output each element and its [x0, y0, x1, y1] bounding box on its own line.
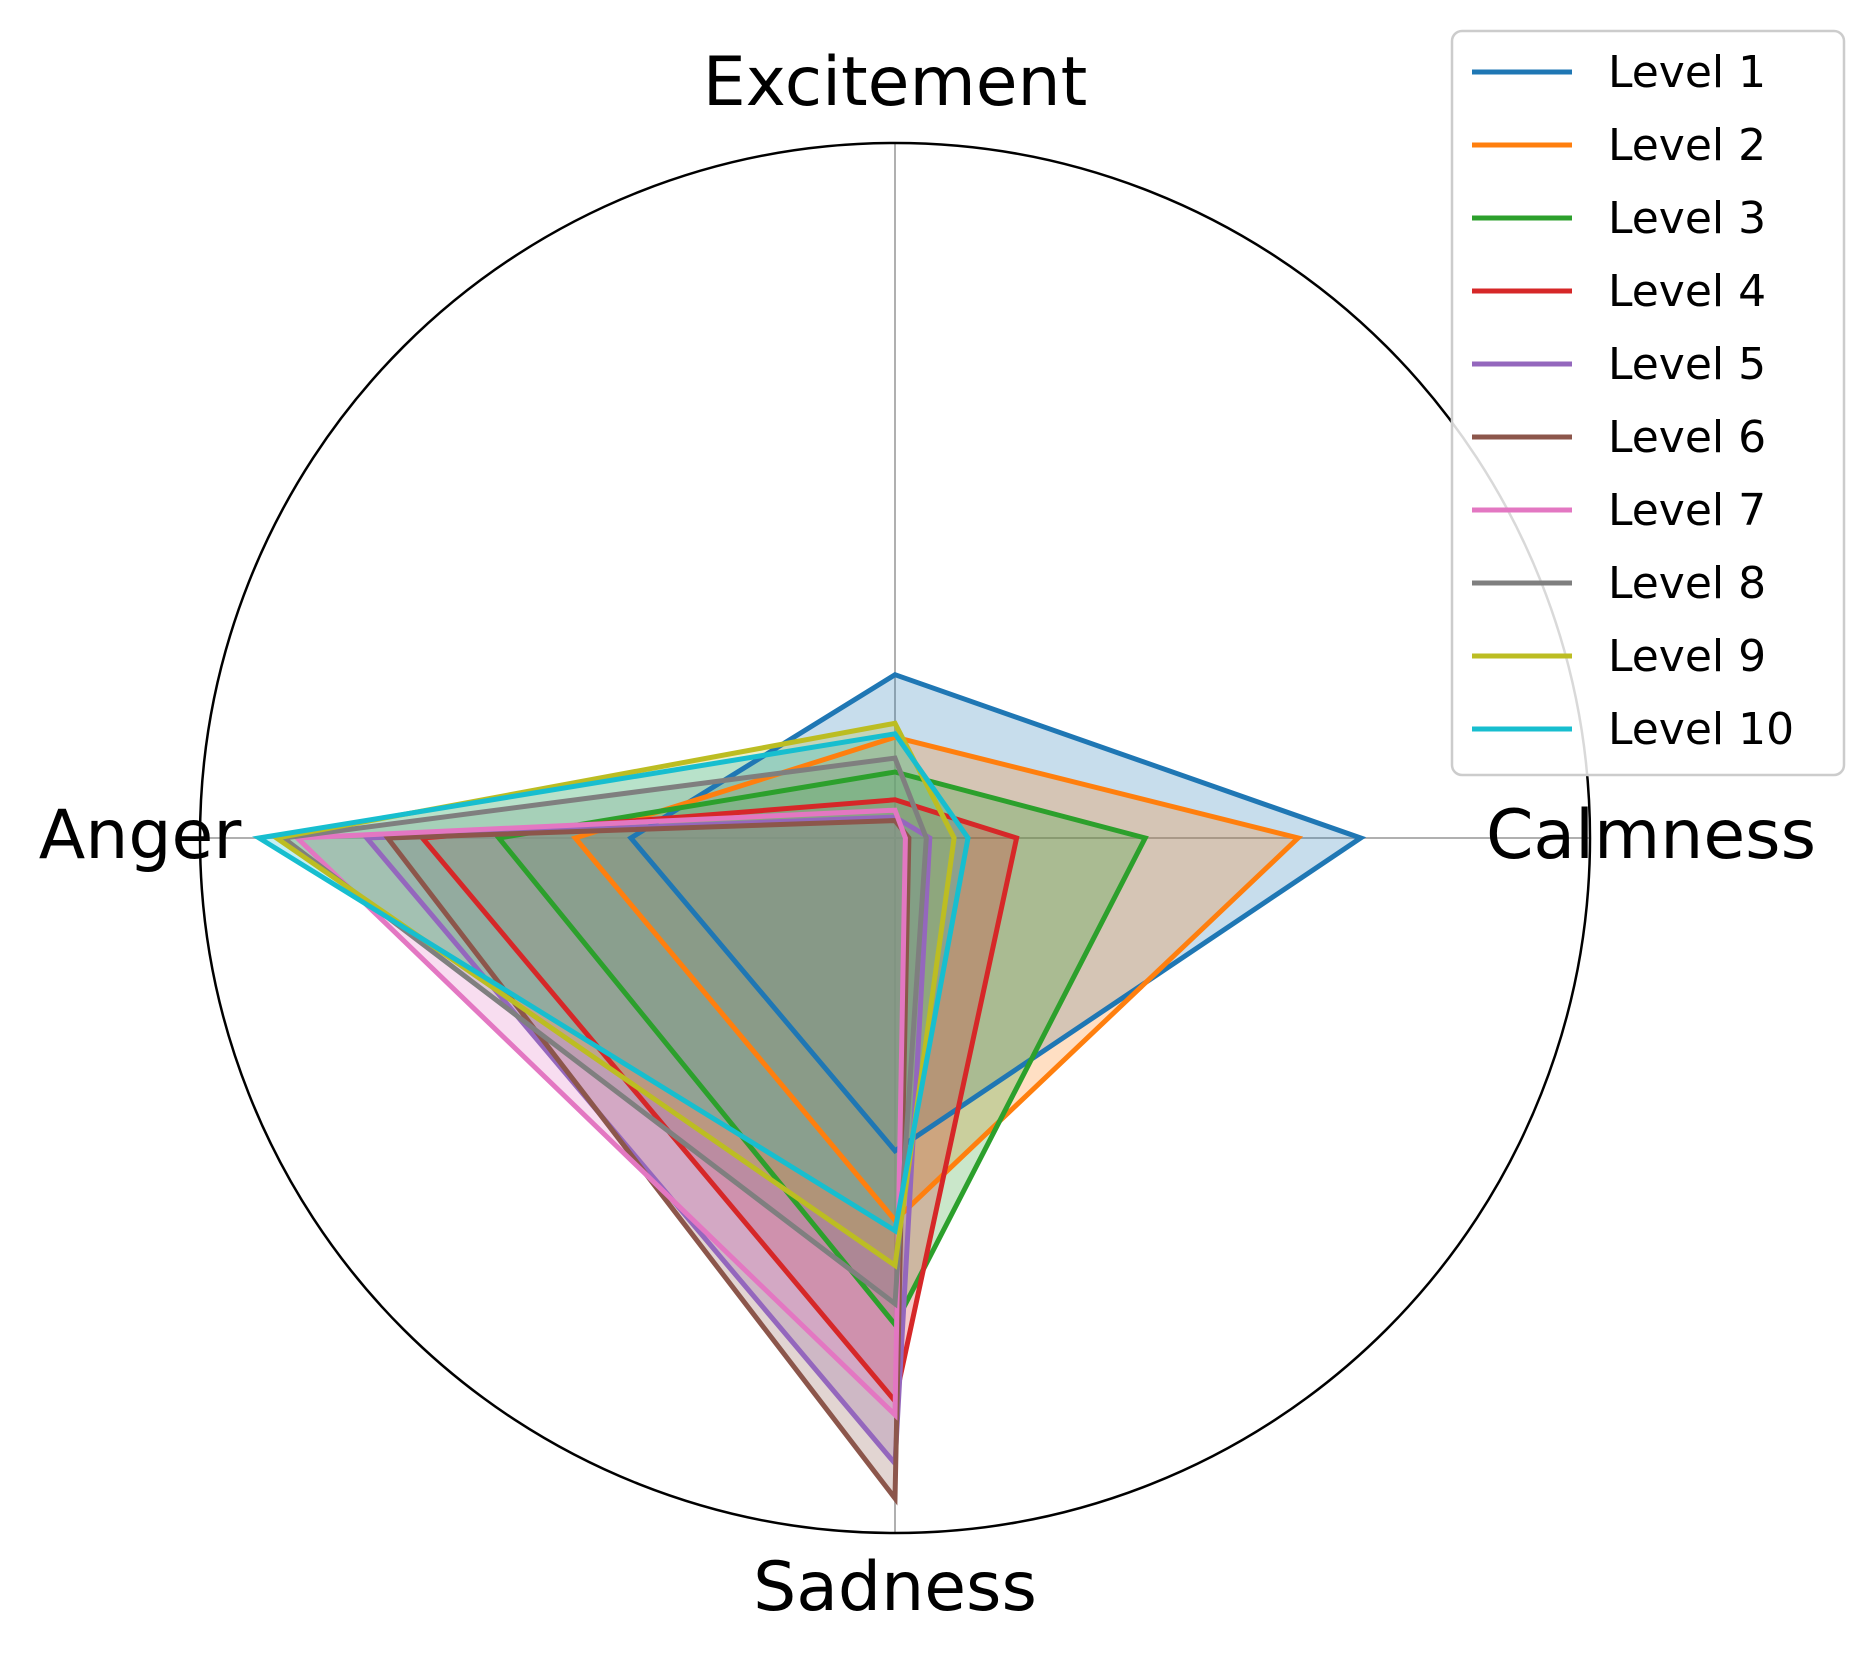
- axis-label-sadness: Sadness: [753, 1548, 1037, 1627]
- legend-label-level-3: Level 3: [1608, 193, 1766, 244]
- legend-label-level-2: Level 2: [1608, 120, 1766, 171]
- series-area-level-4: [422, 799, 1017, 1401]
- series-area-level-3: [498, 772, 1146, 1325]
- legend-label-level-6: Level 6: [1608, 412, 1766, 463]
- series-line-level-10: [252, 731, 971, 1235]
- legend-label-level-5: Level 5: [1608, 339, 1766, 390]
- outer-circle: [198, 141, 1592, 1535]
- series-layer: [252, 671, 1367, 1506]
- series-line-level-7: [291, 807, 908, 1421]
- legend-label-level-9: Level 9: [1608, 631, 1766, 682]
- legend-label-level-7: Level 7: [1608, 485, 1766, 536]
- legend-label-level-10: Level 10: [1608, 704, 1794, 755]
- legend-label-level-8: Level 8: [1608, 558, 1766, 609]
- legend-label-level-1: Level 1: [1608, 47, 1766, 98]
- axis-label-calmness: Calmness: [1486, 796, 1816, 875]
- series-area-level-1: [630, 674, 1361, 1151]
- series-line-level-8: [277, 755, 929, 1309]
- axis-label-anger: Anger: [39, 796, 242, 875]
- series-area-level-5: [366, 817, 930, 1464]
- series-area-level-9: [276, 723, 955, 1266]
- legend-label-level-4: Level 4: [1608, 266, 1766, 317]
- axis-label-excitement: Excitement: [703, 43, 1088, 122]
- legend: Level 1 Level 2 Level 3 Level 4 Level 5 Level…: [1450, 29, 1846, 777]
